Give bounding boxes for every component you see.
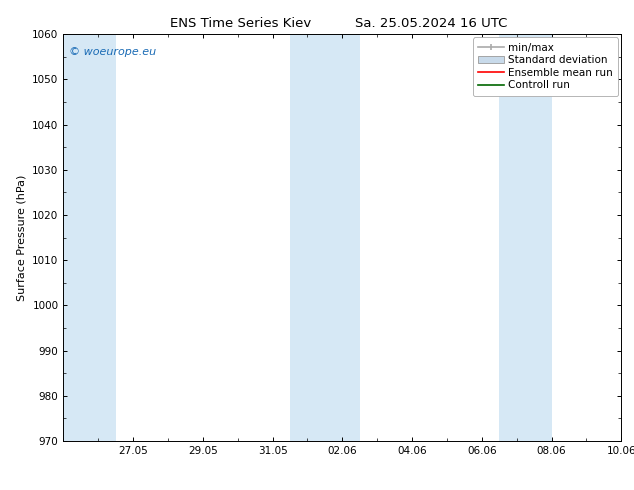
Legend: min/max, Standard deviation, Ensemble mean run, Controll run: min/max, Standard deviation, Ensemble me…: [473, 37, 618, 96]
Y-axis label: Surface Pressure (hPa): Surface Pressure (hPa): [16, 174, 27, 301]
Bar: [290, 34, 359, 441]
Text: ENS Time Series Kiev: ENS Time Series Kiev: [171, 17, 311, 30]
Text: © woeurope.eu: © woeurope.eu: [69, 47, 156, 56]
Bar: [500, 34, 552, 441]
Text: Sa. 25.05.2024 16 UTC: Sa. 25.05.2024 16 UTC: [355, 17, 507, 30]
Bar: [63, 34, 115, 441]
